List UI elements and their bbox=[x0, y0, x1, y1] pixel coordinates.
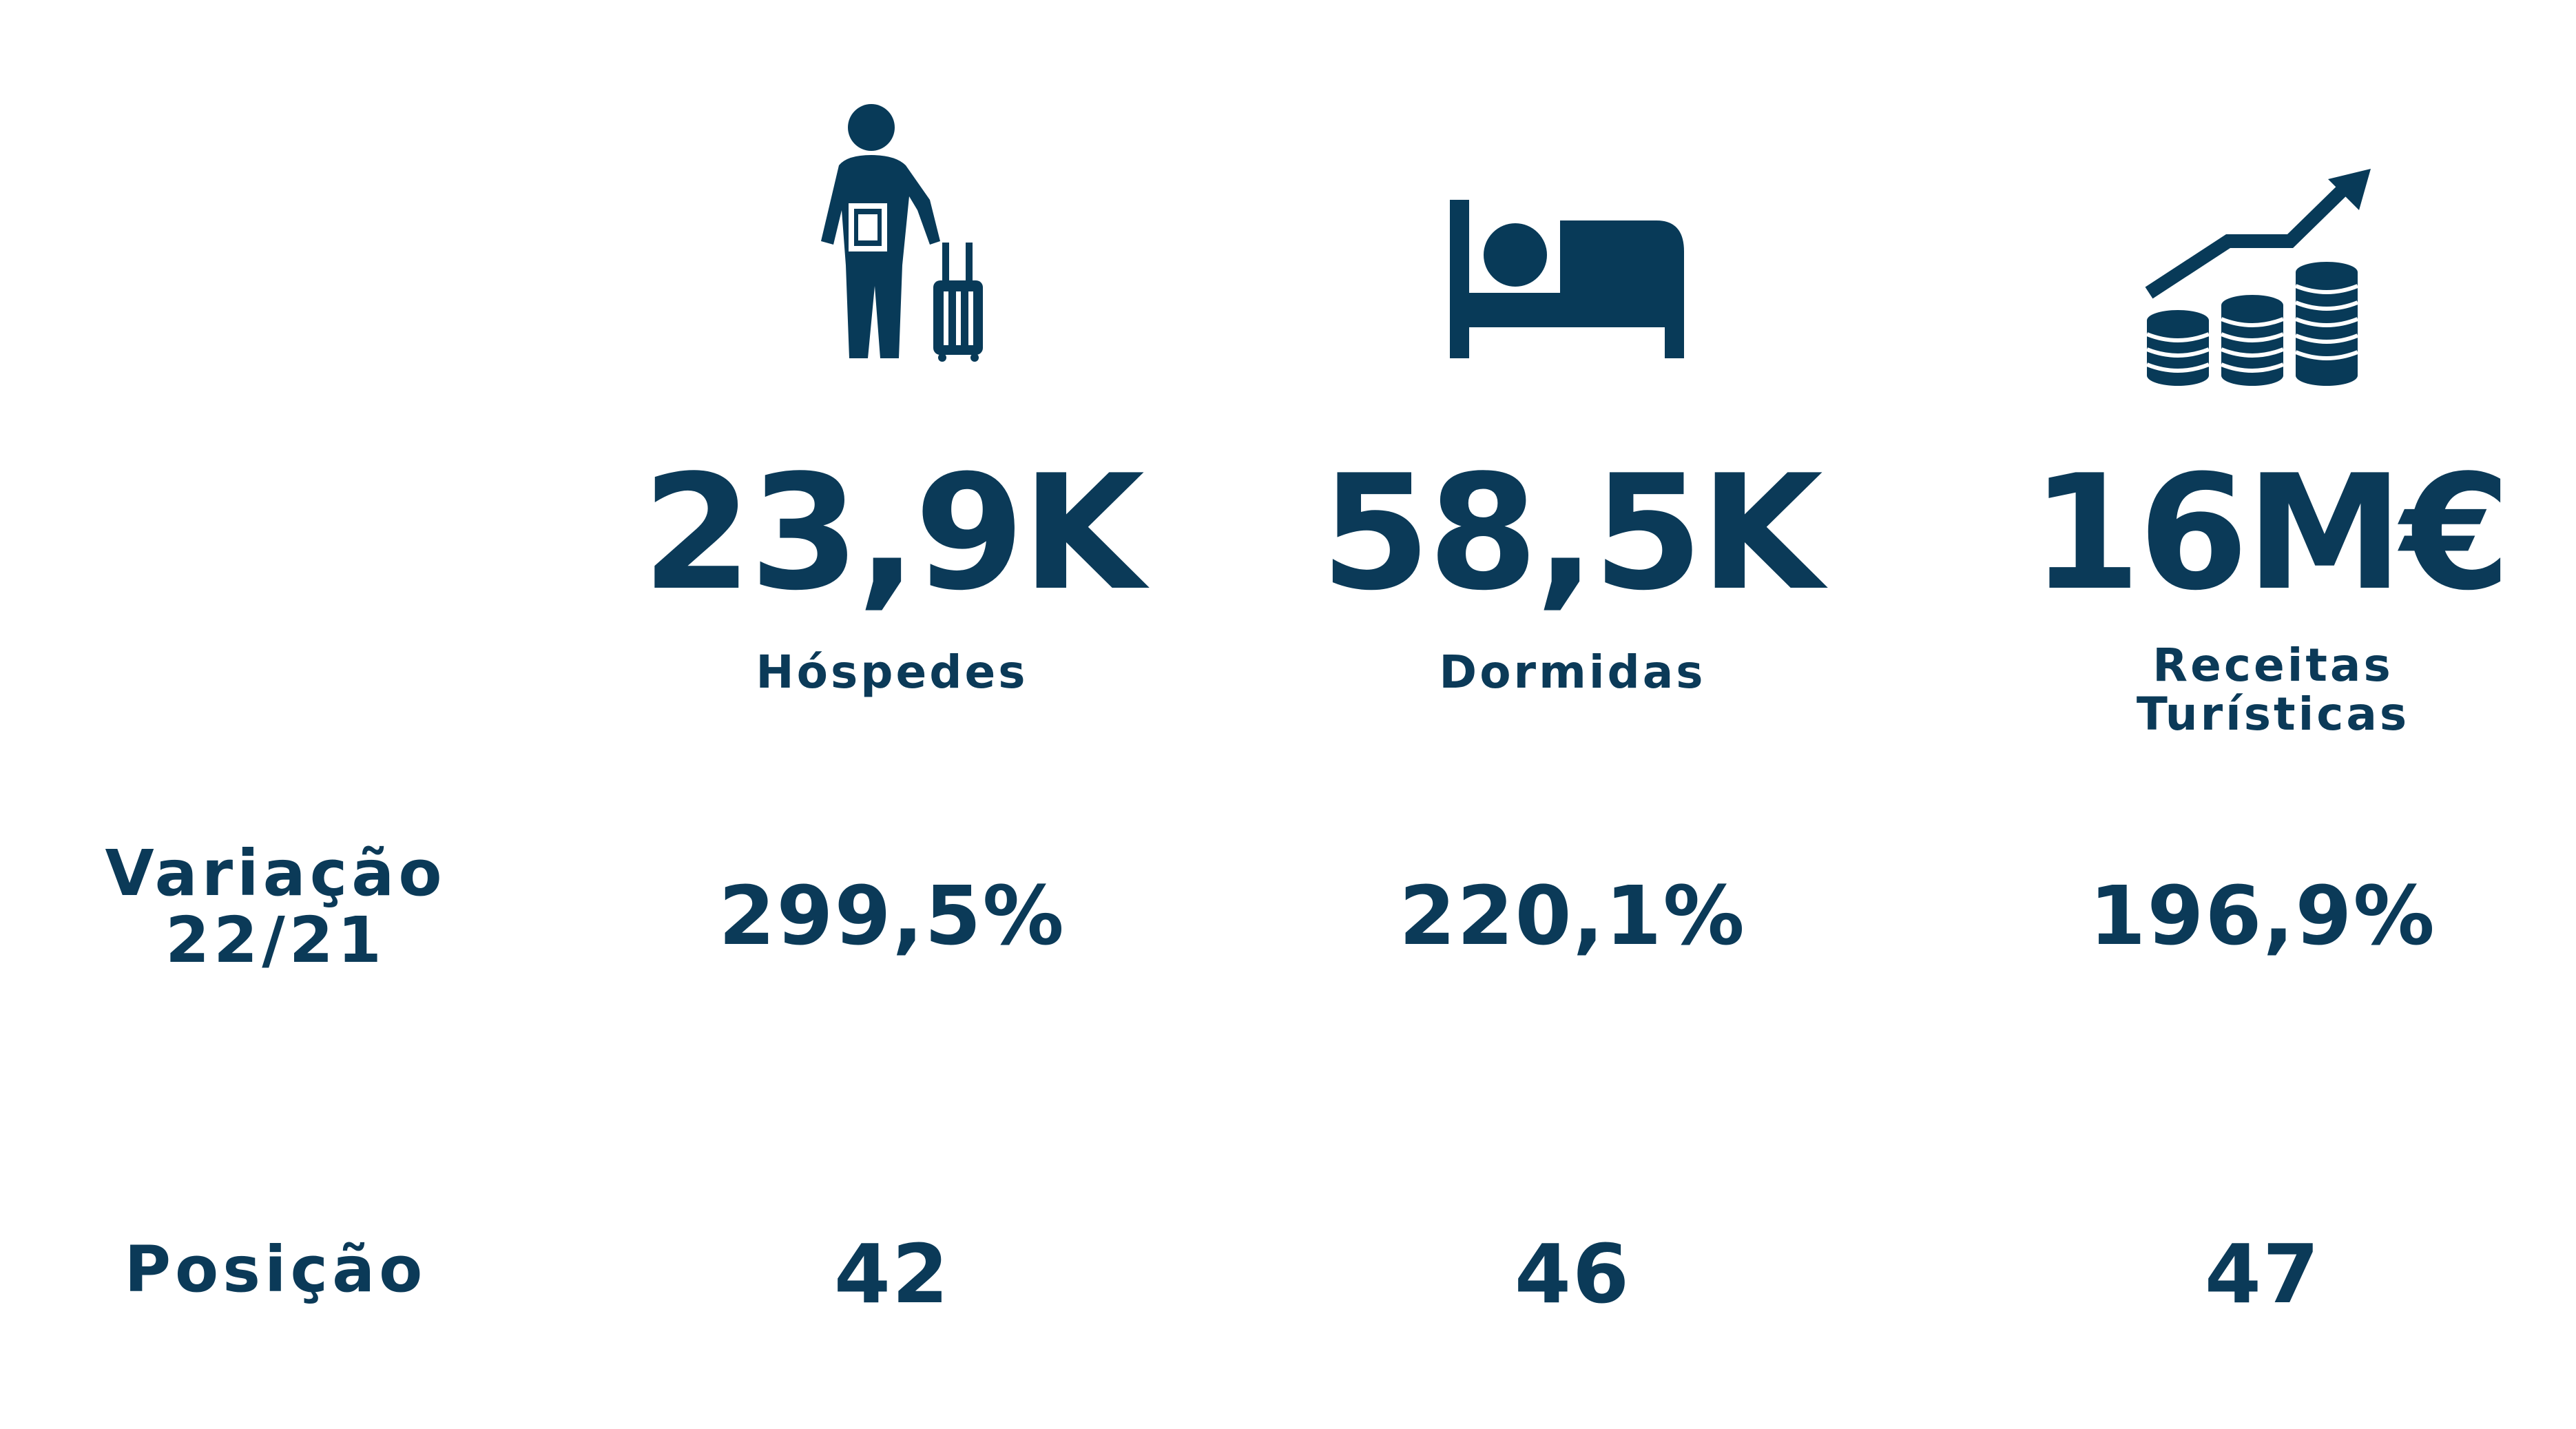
dormidas-position: 46 bbox=[1514, 1226, 1631, 1322]
hospedes-label: Hóspedes bbox=[756, 646, 1028, 699]
receitas-variation: 196,9% bbox=[2089, 868, 2436, 963]
position-row-label: Posição bbox=[124, 1233, 427, 1306]
dormidas-label: Dormidas bbox=[1439, 646, 1706, 699]
variation-label-line-2: 22/21 bbox=[165, 903, 386, 977]
hospedes-value: 23,9K bbox=[642, 442, 1145, 626]
receitas-label-line-1: Receitas bbox=[2152, 639, 2393, 692]
traveler-with-luggage-icon bbox=[821, 104, 983, 362]
variation-label-line-1: Variação bbox=[105, 836, 446, 910]
variation-row-label: Variação 22/21 bbox=[105, 836, 446, 977]
hospedes-variation: 299,5% bbox=[718, 868, 1066, 963]
receitas-position: 47 bbox=[2204, 1226, 2321, 1322]
receitas-value: 16M€ bbox=[2030, 442, 2511, 626]
receitas-label: Receitas Turísticas bbox=[2137, 641, 2409, 739]
coins-growth-icon bbox=[2145, 169, 2371, 386]
receitas-label-line-2: Turísticas bbox=[2136, 688, 2410, 741]
bed-sleeping-icon bbox=[1450, 200, 1684, 358]
hospedes-position: 42 bbox=[833, 1226, 951, 1322]
dormidas-variation: 220,1% bbox=[1399, 868, 1746, 963]
dormidas-value: 58,5K bbox=[1320, 442, 1823, 626]
